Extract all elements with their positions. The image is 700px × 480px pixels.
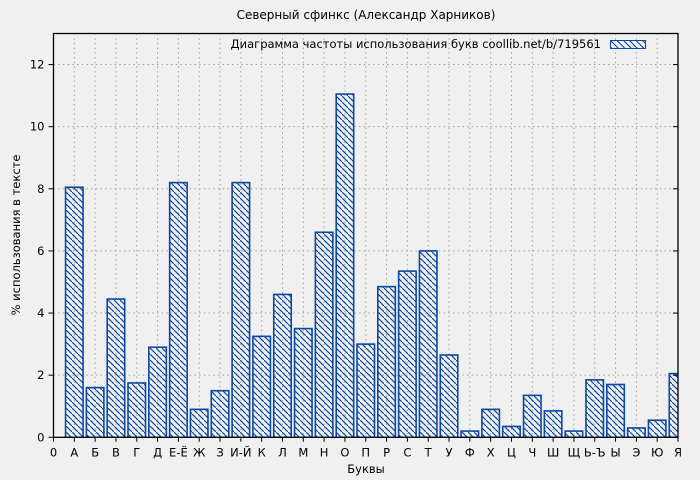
bar-Н [314, 231, 334, 438]
bar-Д [148, 346, 168, 438]
y-tick-label-8: 8 [37, 182, 44, 196]
x-tick-label-У: У [446, 445, 453, 459]
y-tick-label-10: 10 [30, 120, 45, 134]
x-tick-label-С: С [403, 445, 411, 459]
bar-Ю [647, 419, 667, 438]
x-tick-label-Г: Г [133, 445, 140, 459]
y-tick-label-0: 0 [37, 430, 44, 444]
legend-hatch-swatch-icon [610, 39, 646, 49]
x-tick-label-Ы: Ы [610, 445, 620, 459]
x-tick-label-Л: Л [278, 445, 287, 459]
bar-Ж [189, 408, 209, 438]
x-tick-label-М: М [298, 445, 308, 459]
x-tick-label-О: О [340, 445, 349, 459]
x-tick-label-П: П [361, 445, 370, 459]
bar-Ш [543, 410, 563, 438]
x-tick-label-Т: Т [424, 445, 433, 459]
bars-group [64, 93, 678, 438]
bar-Я [668, 372, 678, 438]
x-tick-label-А: А [70, 445, 78, 459]
bar-П [356, 343, 376, 438]
bar-О [335, 93, 355, 438]
x-tick-label-Ш: Ш [547, 445, 559, 459]
bar-В [106, 298, 126, 438]
x-tick-label-Я: Я [674, 445, 682, 459]
x-tick-label-Ц: Ц [507, 445, 516, 459]
bar-Ц [501, 425, 522, 438]
tick-marks [48, 64, 679, 442]
x-tick-label-З: З [216, 445, 223, 459]
bar-К [252, 335, 272, 438]
bar-Ь-Ъ [585, 379, 605, 438]
bar-Э [626, 427, 646, 438]
bar-Х [481, 408, 501, 438]
legend: Диаграмма частоты использования букв coo… [231, 37, 646, 51]
bar-С [397, 270, 417, 438]
y-tick-label-12: 12 [30, 58, 45, 72]
x-tick-label-Е-Ё: Е-Ё [169, 444, 188, 459]
x-axis-label: Буквы [347, 462, 385, 476]
legend-label: Диаграмма частоты использования букв coo… [230, 37, 601, 51]
bar-Е-Ё [168, 181, 188, 438]
x-tick-label-Ф: Ф [465, 445, 475, 459]
x-tick-label-Н: Н [320, 445, 329, 459]
x-tick-label-0: 0 [50, 445, 57, 459]
x-tick-label-И-Й: И-Й [230, 444, 251, 459]
x-tick-label-Ж: Ж [193, 445, 206, 459]
bar-Л [272, 293, 293, 438]
bar-И-Й [231, 181, 251, 438]
y-tick-label-4: 4 [37, 306, 44, 320]
chart-title: Северный сфинкс (Александр Харников) [236, 8, 496, 22]
x-tick-label-В: В [112, 445, 120, 459]
bar-Щ [564, 430, 584, 438]
y-tick-labels: 0 2 4 6 8 10 12 [30, 58, 45, 445]
x-tick-labels: 0 А Б В Г Д Е-Ё Ж З И-Й К Л М Н О П Р С Т У Ф Х Ц Ч Ш Щ Ь-Ъ Ы Э Ю Я [50, 444, 682, 459]
y-tick-label-6: 6 [37, 244, 44, 258]
x-tick-label-Ю: Ю [651, 445, 663, 459]
bar-Б [85, 386, 105, 438]
x-tick-label-Р: Р [383, 445, 390, 459]
x-tick-label-Щ: Щ [568, 445, 581, 459]
x-tick-label-Д: Д [153, 445, 162, 459]
bar-Ч [522, 394, 542, 438]
bar-Р [377, 285, 397, 438]
x-tick-label-Ь-Ъ: Ь-Ъ [584, 445, 606, 459]
bar-А [64, 186, 84, 438]
x-tick-label-Б: Б [91, 445, 99, 459]
bar-Ы [605, 383, 626, 438]
bar-Г [127, 382, 147, 438]
bar-У [439, 354, 459, 438]
x-tick-label-Э: Э [632, 445, 640, 459]
x-tick-label-Х: Х [487, 445, 495, 459]
x-tick-label-К: К [258, 445, 266, 459]
bar-Ф [460, 430, 480, 438]
x-tick-label-Ч: Ч [528, 445, 536, 459]
y-tick-label-2: 2 [37, 368, 44, 382]
bar-Т [418, 250, 438, 438]
bar-М [293, 327, 313, 438]
gridlines [53, 33, 679, 438]
bar-З [210, 389, 230, 438]
